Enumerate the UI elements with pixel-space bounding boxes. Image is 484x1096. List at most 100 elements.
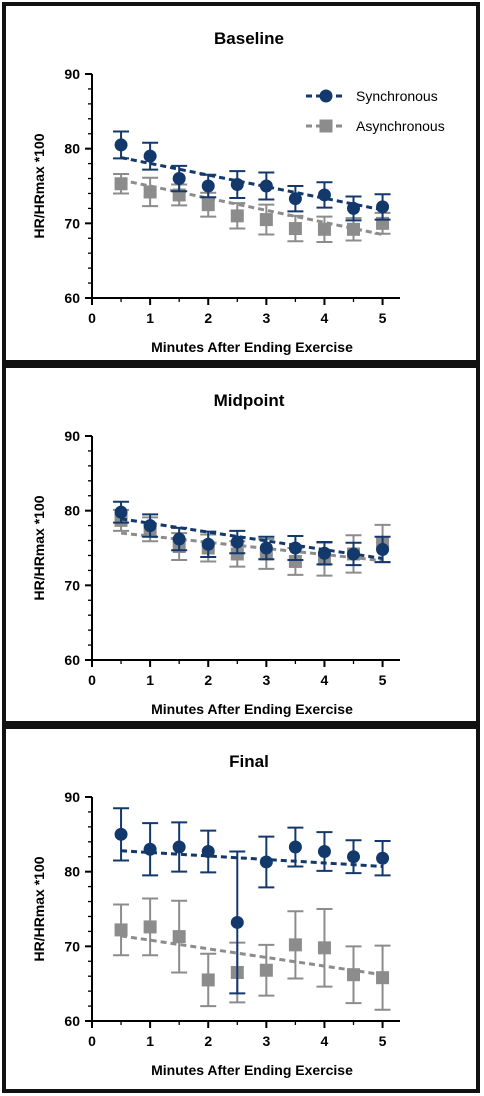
x-tick-label: 0	[88, 310, 96, 326]
x-tick-label: 3	[262, 310, 270, 326]
data-point	[376, 542, 390, 556]
data-point	[172, 930, 186, 944]
x-tick-label: 2	[204, 310, 212, 326]
x-tick-label: 3	[262, 672, 270, 688]
data-point	[376, 971, 390, 985]
data-point	[288, 938, 302, 952]
data-point	[317, 188, 331, 202]
y-tick-label: 90	[64, 66, 80, 82]
data-point	[201, 973, 215, 987]
data-point	[376, 200, 390, 214]
data-point	[201, 537, 215, 551]
x-tick-label: 0	[88, 1033, 96, 1049]
x-tick-label: 4	[321, 672, 329, 688]
data-point	[201, 845, 215, 859]
data-point	[347, 968, 361, 982]
data-point	[230, 178, 244, 192]
y-tick-label: 60	[64, 652, 80, 668]
legend: Synchronous Asynchronous	[306, 88, 445, 134]
data-point	[317, 222, 331, 236]
data-point	[230, 535, 244, 549]
data-point	[143, 185, 157, 199]
data-point	[288, 222, 302, 236]
data-point	[288, 554, 302, 568]
data-point	[259, 179, 273, 193]
trend-line	[120, 934, 383, 977]
x-tick-label: 2	[204, 672, 212, 688]
x-axis-label: Minutes After Ending Exercise	[151, 701, 353, 717]
y-tick-label: 60	[64, 1013, 80, 1029]
chart-title: Midpoint	[214, 391, 285, 410]
y-tick-label: 70	[64, 938, 80, 954]
asynchronous-series	[113, 173, 391, 243]
x-tick-label: 4	[321, 1033, 329, 1049]
synchronous-series	[113, 807, 391, 995]
data-point	[230, 915, 244, 929]
x-axis-label: Minutes After Ending Exercise	[151, 339, 353, 355]
data-point	[114, 923, 128, 937]
y-tick-label: 70	[64, 577, 80, 593]
data-point	[347, 201, 361, 215]
legend-marker	[319, 89, 333, 103]
synchronous-series	[113, 130, 391, 222]
trend-line	[120, 178, 383, 237]
data-point	[201, 198, 215, 212]
x-tick-label: 4	[321, 310, 329, 326]
data-point	[114, 177, 128, 191]
data-point	[259, 213, 273, 227]
data-point	[143, 842, 157, 856]
chart-panel-midpoint: Midpoint 60 70 80 90 0 1 2 3 4 5 Minutes After Endi…	[2, 364, 480, 725]
data-point	[317, 845, 331, 859]
data-point	[259, 541, 273, 555]
y-tick-label: 70	[64, 215, 80, 231]
data-point	[317, 546, 331, 560]
data-point	[201, 179, 215, 193]
chart-svg: Final 60 70 80 90 0 1 2 3 4 5 Minutes After Ending …	[31, 752, 400, 1078]
data-point	[143, 920, 157, 934]
legend-label: Asynchronous	[356, 118, 445, 134]
data-point	[172, 172, 186, 186]
data-point	[114, 138, 128, 152]
data-point	[288, 541, 302, 555]
data-point	[172, 532, 186, 546]
data-point	[114, 505, 128, 519]
data-point	[317, 941, 331, 955]
x-axis-label: Minutes After Ending Exercise	[151, 1062, 353, 1078]
chart-svg: Baseline 60 70 80 90 0 1 2 3 4 5 Minutes After Endi…	[31, 29, 445, 355]
y-tick-label: 80	[64, 864, 80, 880]
y-tick-label: 90	[64, 428, 80, 444]
data-point	[143, 149, 157, 163]
asynchronous-series	[113, 897, 391, 1011]
data-point	[143, 519, 157, 533]
trend-line	[120, 849, 383, 868]
x-tick-label: 1	[146, 310, 154, 326]
x-tick-label: 5	[379, 310, 387, 326]
trend-line	[120, 517, 383, 560]
data-point	[114, 827, 128, 841]
data-point	[172, 840, 186, 854]
x-tick-label: 1	[146, 1033, 154, 1049]
y-axis-label: HR/HRmax *100	[31, 133, 47, 238]
data-point	[347, 222, 361, 236]
y-tick-label: 80	[64, 503, 80, 519]
data-point	[347, 547, 361, 561]
data-point	[376, 851, 390, 865]
x-tick-label: 5	[379, 672, 387, 688]
data-point	[230, 209, 244, 223]
trend-line	[120, 531, 383, 563]
trend-line	[120, 156, 383, 212]
legend-marker	[319, 119, 333, 133]
chart-title: Baseline	[214, 29, 284, 48]
legend-label: Synchronous	[356, 88, 438, 104]
x-tick-label: 5	[379, 1033, 387, 1049]
data-point	[288, 840, 302, 854]
y-tick-label: 80	[64, 141, 80, 157]
x-tick-label: 2	[204, 1033, 212, 1049]
x-tick-label: 0	[88, 672, 96, 688]
chart-panel-baseline: Baseline 60 70 80 90 0 1 2 3 4 5 Minutes After Endi…	[2, 2, 480, 364]
data-point	[259, 963, 273, 977]
chart-svg: Midpoint 60 70 80 90 0 1 2 3 4 5 Minutes After Endi…	[31, 391, 400, 717]
synchronous-series	[113, 500, 391, 567]
data-point	[288, 192, 302, 206]
data-point	[347, 850, 361, 864]
